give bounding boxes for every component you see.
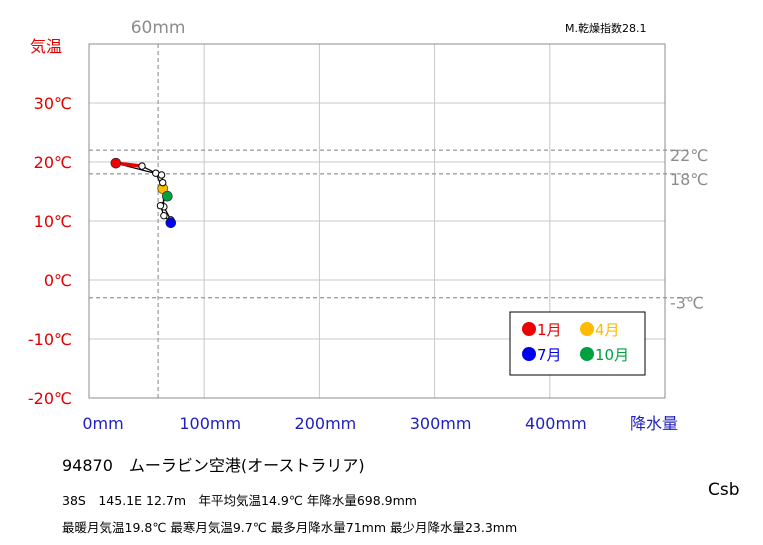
legend-marker [580,322,594,336]
point-month-7 [165,217,177,229]
ref-label-temp: 22℃ [670,146,708,165]
y-tick-label: -10℃ [28,330,72,349]
legend-label: 4月 [595,321,620,339]
y-tick-label: 20℃ [34,153,72,172]
legend-label: 7月 [537,346,562,364]
x-tick-label: 0mm [82,414,123,433]
point-month-8 [160,211,168,220]
y-tick-label: 0℃ [44,271,72,290]
station-summary-2: 最暖月気温19.8℃ 最寒月気温9.7℃ 最多月降水量71mm 最少月降水量23… [62,520,518,535]
x-tick-label: 400mm [525,414,587,433]
koppen-class: Csb [708,480,740,500]
x-tick-label: 100mm [179,414,241,433]
legend-box [509,311,646,376]
y-tick-label: 30℃ [34,94,72,113]
station-name: 94870 ムーラビン空港(オーストラリア) [62,456,365,475]
point-month-2 [138,162,146,170]
y-axis-label: 気温 [30,37,62,56]
legend-marker [522,347,536,361]
x-axis-label: 降水量 [630,414,678,433]
ref-label-temp: 18℃ [670,170,708,189]
station-summary-1: 38S 145.1E 12.7m 年平均気温14.9℃ 年降水量698.9mm [62,493,417,508]
legend-marker [580,347,594,361]
y-tick-labels: -20℃ -10℃ 0℃ 10℃ 20℃ 30℃ [28,94,72,408]
legend-label: 10月 [595,346,629,364]
grid-lines [89,44,665,398]
plot-frame [88,43,666,399]
x-tick-label: 300mm [410,414,472,433]
point-month-10 [162,190,173,202]
aridity-index: M.乾燥指数28.1 [565,22,647,35]
ref-label-temp: -3℃ [670,294,704,313]
x-tick-label: 200mm [295,414,357,433]
legend-marker [522,322,536,336]
reference-lines: 60mm 22℃ 18℃ -3℃ [89,18,708,398]
x-tick-labels: 0mm 100mm 200mm 300mm 400mm [82,414,586,433]
y-tick-label: 10℃ [34,212,72,231]
ref-label-60mm: 60mm [131,18,186,38]
legend-label: 1月 [537,321,562,339]
climate-series [110,157,177,229]
point-month-11 [159,178,167,187]
point-month-1 [110,157,122,169]
y-tick-label: -20℃ [28,389,72,408]
legend: 1月 4月 7月 10月 [509,311,646,376]
point-month-12 [157,171,166,179]
point-month-9 [156,201,165,210]
